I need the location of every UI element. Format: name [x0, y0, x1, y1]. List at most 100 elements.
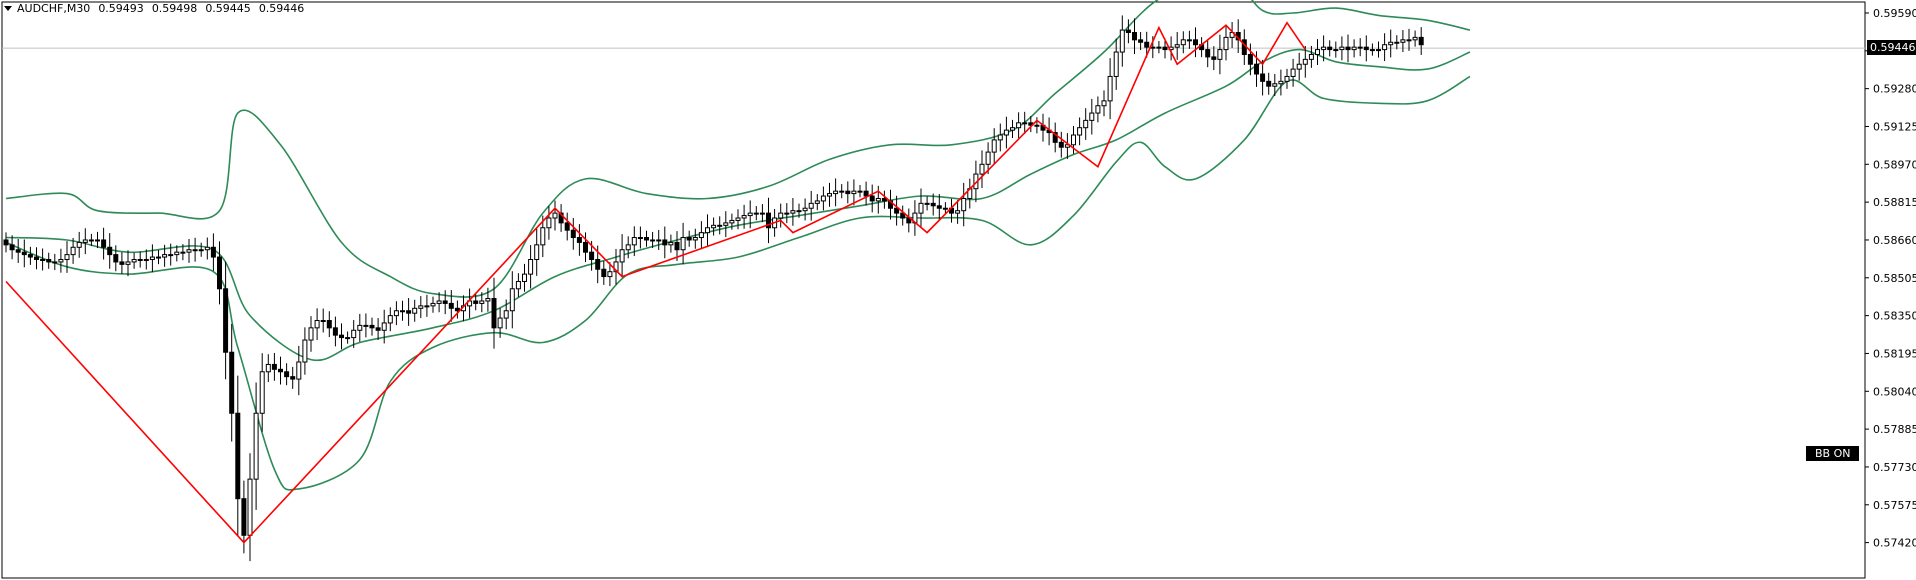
- candle-body: [735, 217, 741, 221]
- candle-body: [540, 227, 546, 246]
- candle: [1125, 19, 1131, 44]
- candle-body: [1089, 112, 1095, 121]
- candle-body: [351, 329, 357, 339]
- candle-body: [692, 237, 698, 241]
- candle-body: [936, 205, 942, 209]
- candle-body: [113, 254, 119, 263]
- candle-body: [3, 239, 9, 246]
- candle-body: [528, 258, 534, 275]
- candle: [1162, 38, 1168, 59]
- candle: [1016, 112, 1022, 139]
- candle: [894, 195, 900, 226]
- candle-body: [320, 320, 326, 323]
- candle: [961, 182, 967, 227]
- price-tick-label: 0.58195: [1873, 347, 1916, 360]
- candle: [1278, 69, 1284, 96]
- candle-body: [1095, 105, 1101, 114]
- candle-body: [991, 139, 997, 153]
- candle: [949, 198, 954, 223]
- candle: [149, 244, 155, 273]
- candle: [1040, 113, 1046, 142]
- candle: [534, 228, 540, 276]
- candle-body: [802, 207, 808, 212]
- candle-body: [1247, 53, 1253, 65]
- candle-body: [15, 249, 21, 253]
- candle: [70, 238, 76, 264]
- candle-body: [479, 300, 485, 304]
- candle-body: [204, 246, 210, 251]
- candle-body: [1327, 46, 1333, 51]
- candle-body: [247, 478, 253, 536]
- candle-body: [418, 305, 424, 309]
- candle-body: [107, 246, 113, 256]
- candle: [851, 179, 857, 206]
- candle-body: [839, 190, 845, 193]
- symbol-label: AUDCHF,M30: [17, 2, 91, 15]
- bb-on-button[interactable]: BB ON: [1806, 446, 1860, 461]
- price-tick-label: 0.58815: [1873, 196, 1916, 209]
- candle: [717, 216, 723, 235]
- candle-body: [522, 273, 527, 282]
- candle-body: [1113, 51, 1119, 77]
- candle: [101, 227, 107, 260]
- price-tick-label: 0.57420: [1873, 537, 1916, 550]
- bollinger-lower-band: [5, 75, 1471, 491]
- candle: [1333, 41, 1339, 58]
- candle: [1205, 39, 1211, 68]
- candle-body: [662, 239, 668, 246]
- candle: [223, 261, 229, 380]
- candle: [723, 211, 729, 238]
- candle-body: [711, 224, 717, 229]
- candle-body: [1260, 73, 1266, 82]
- price-tick-label: 0.59280: [1873, 83, 1916, 96]
- zigzag-line: [5, 21, 1306, 544]
- candle-body: [534, 244, 540, 260]
- candle: [418, 296, 424, 319]
- candle: [503, 299, 509, 330]
- candle: [424, 294, 430, 317]
- candle: [442, 290, 448, 315]
- candle-body: [168, 254, 174, 257]
- candle: [412, 299, 418, 322]
- candle-body: [1376, 49, 1381, 52]
- candle: [668, 234, 674, 253]
- candle-body: [1406, 39, 1412, 42]
- candle: [1138, 32, 1144, 51]
- candle: [278, 356, 283, 385]
- collapse-triangle-icon[interactable]: [4, 6, 12, 11]
- candle-body: [778, 212, 784, 219]
- candle: [967, 178, 973, 209]
- candle: [406, 298, 412, 326]
- candle: [46, 252, 52, 269]
- candle-body: [1150, 46, 1156, 49]
- candle-body: [1003, 129, 1009, 136]
- candle: [1211, 46, 1217, 71]
- candle-body: [58, 258, 64, 263]
- price-tick-label: 0.58350: [1873, 310, 1916, 323]
- candle: [1388, 29, 1394, 58]
- candle-body: [1333, 49, 1339, 52]
- candle-body: [924, 202, 930, 205]
- plot-frame: [1, 1, 1866, 579]
- candle: [198, 242, 204, 257]
- candle: [27, 246, 33, 265]
- candle: [253, 382, 259, 510]
- candle: [1296, 52, 1302, 81]
- candle-body: [1174, 44, 1180, 48]
- candle: [875, 185, 881, 214]
- candle-body: [546, 217, 552, 229]
- candle-body: [930, 202, 936, 207]
- candle-body: [1382, 44, 1388, 51]
- candle: [558, 204, 564, 232]
- candle: [820, 186, 826, 211]
- candle-body: [1077, 127, 1083, 136]
- high-value: 0.59498: [151, 2, 198, 15]
- candle: [644, 230, 649, 247]
- candle-body: [1022, 122, 1028, 125]
- candle: [698, 221, 704, 249]
- candle-body: [64, 254, 70, 260]
- candle-body: [918, 202, 924, 214]
- candle: [156, 249, 161, 265]
